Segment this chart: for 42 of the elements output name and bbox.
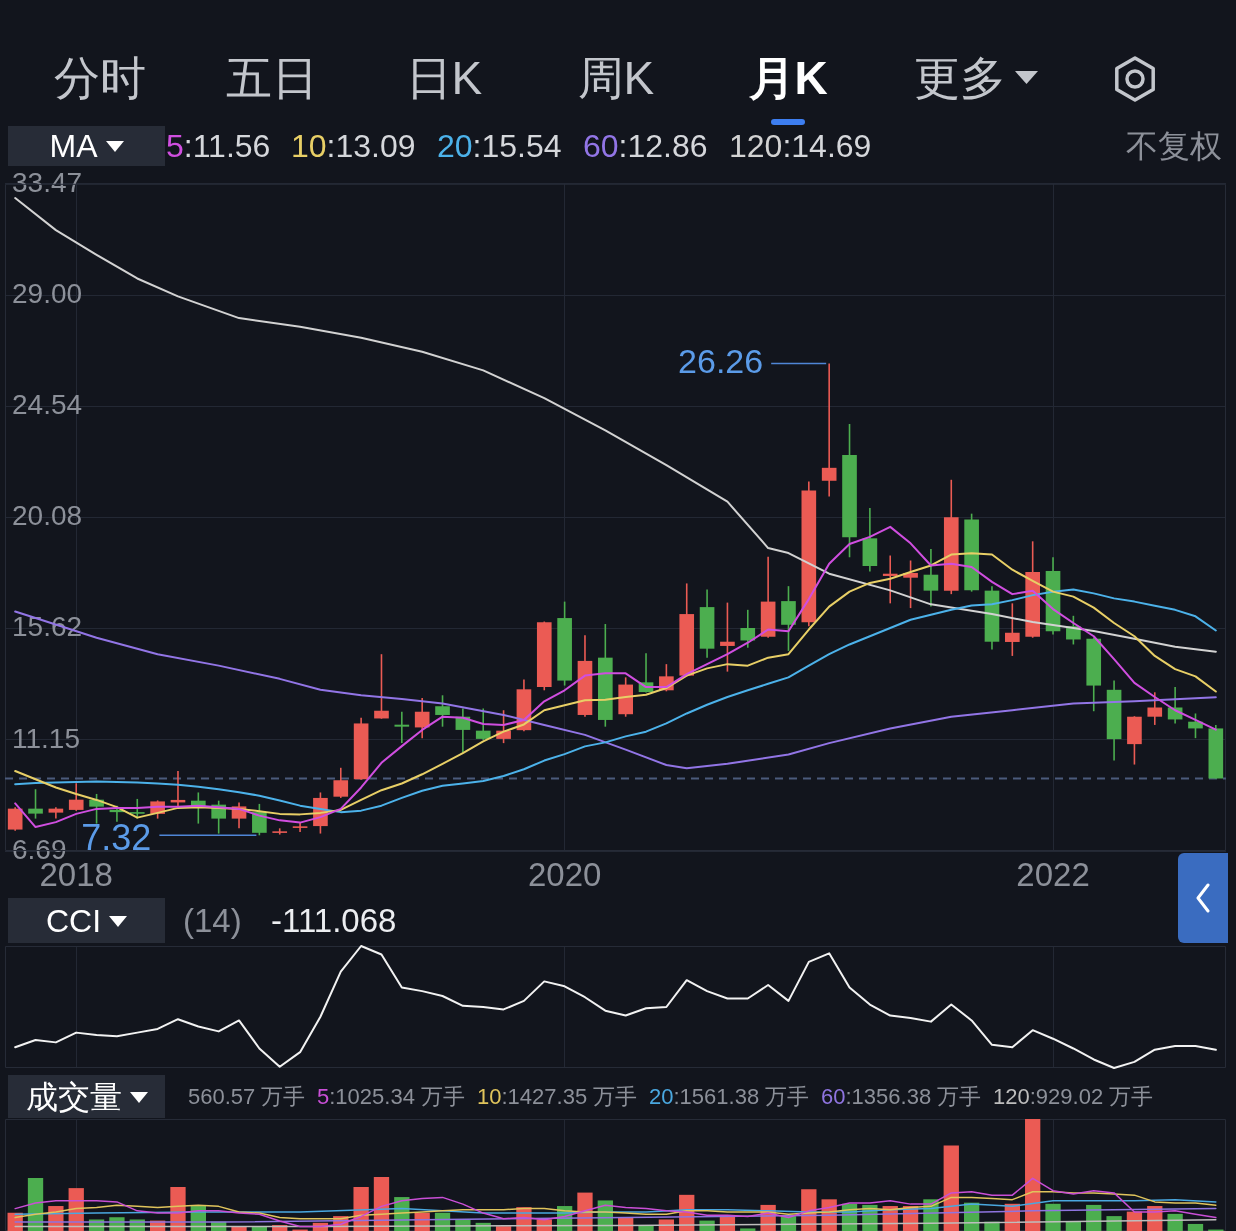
text: 更多 <box>914 50 1006 106</box>
text: 60 <box>583 128 619 164</box>
text: 日K <box>405 50 483 106</box>
text: 5 <box>317 1083 330 1109</box>
text: 10 <box>477 1083 502 1109</box>
chart-title: 成交量 <box>25 1077 122 1116</box>
chart-subtitle: (14) <box>183 900 242 941</box>
y-tick-label: 29.00 <box>12 277 83 309</box>
text: 120 <box>729 128 783 164</box>
bar <box>1187 1223 1204 1231</box>
text: 60 <box>821 1083 846 1109</box>
candlestick <box>272 828 288 835</box>
bar <box>740 1228 756 1231</box>
bar <box>1045 1203 1061 1231</box>
y-tick-label: 20.08 <box>12 500 83 532</box>
legend-title: MA <box>49 127 98 165</box>
candlestick <box>394 711 410 744</box>
bar <box>984 1221 1000 1231</box>
text: 五日 <box>226 50 318 106</box>
y-tick-label: 33.47 <box>12 166 83 198</box>
chart-title: CCI <box>46 901 102 940</box>
annotation: 26.26 <box>678 341 764 380</box>
bar <box>1167 1213 1183 1231</box>
text: -111.068 <box>271 900 397 941</box>
candlestick <box>821 363 837 497</box>
text: 560.57 万手 <box>188 1083 306 1110</box>
y-tick-label: 24.54 <box>12 389 83 420</box>
text: 5 <box>166 128 184 164</box>
bar <box>1025 1119 1041 1231</box>
text: 不复权 <box>1126 127 1222 165</box>
text: 10 <box>291 128 327 164</box>
x-tick-label: 2022 <box>1016 855 1090 893</box>
x-tick-label: 2020 <box>527 855 602 893</box>
text: 20 <box>649 1083 674 1109</box>
text: 分时 <box>54 50 146 106</box>
bar <box>1065 1221 1082 1231</box>
annotation: 7.32 <box>81 817 152 859</box>
text: 月K <box>748 50 828 106</box>
y-tick-label: 11.15 <box>12 722 80 754</box>
text: 周K <box>577 50 655 106</box>
text: 20 <box>437 128 473 164</box>
text: 120 <box>993 1083 1030 1109</box>
